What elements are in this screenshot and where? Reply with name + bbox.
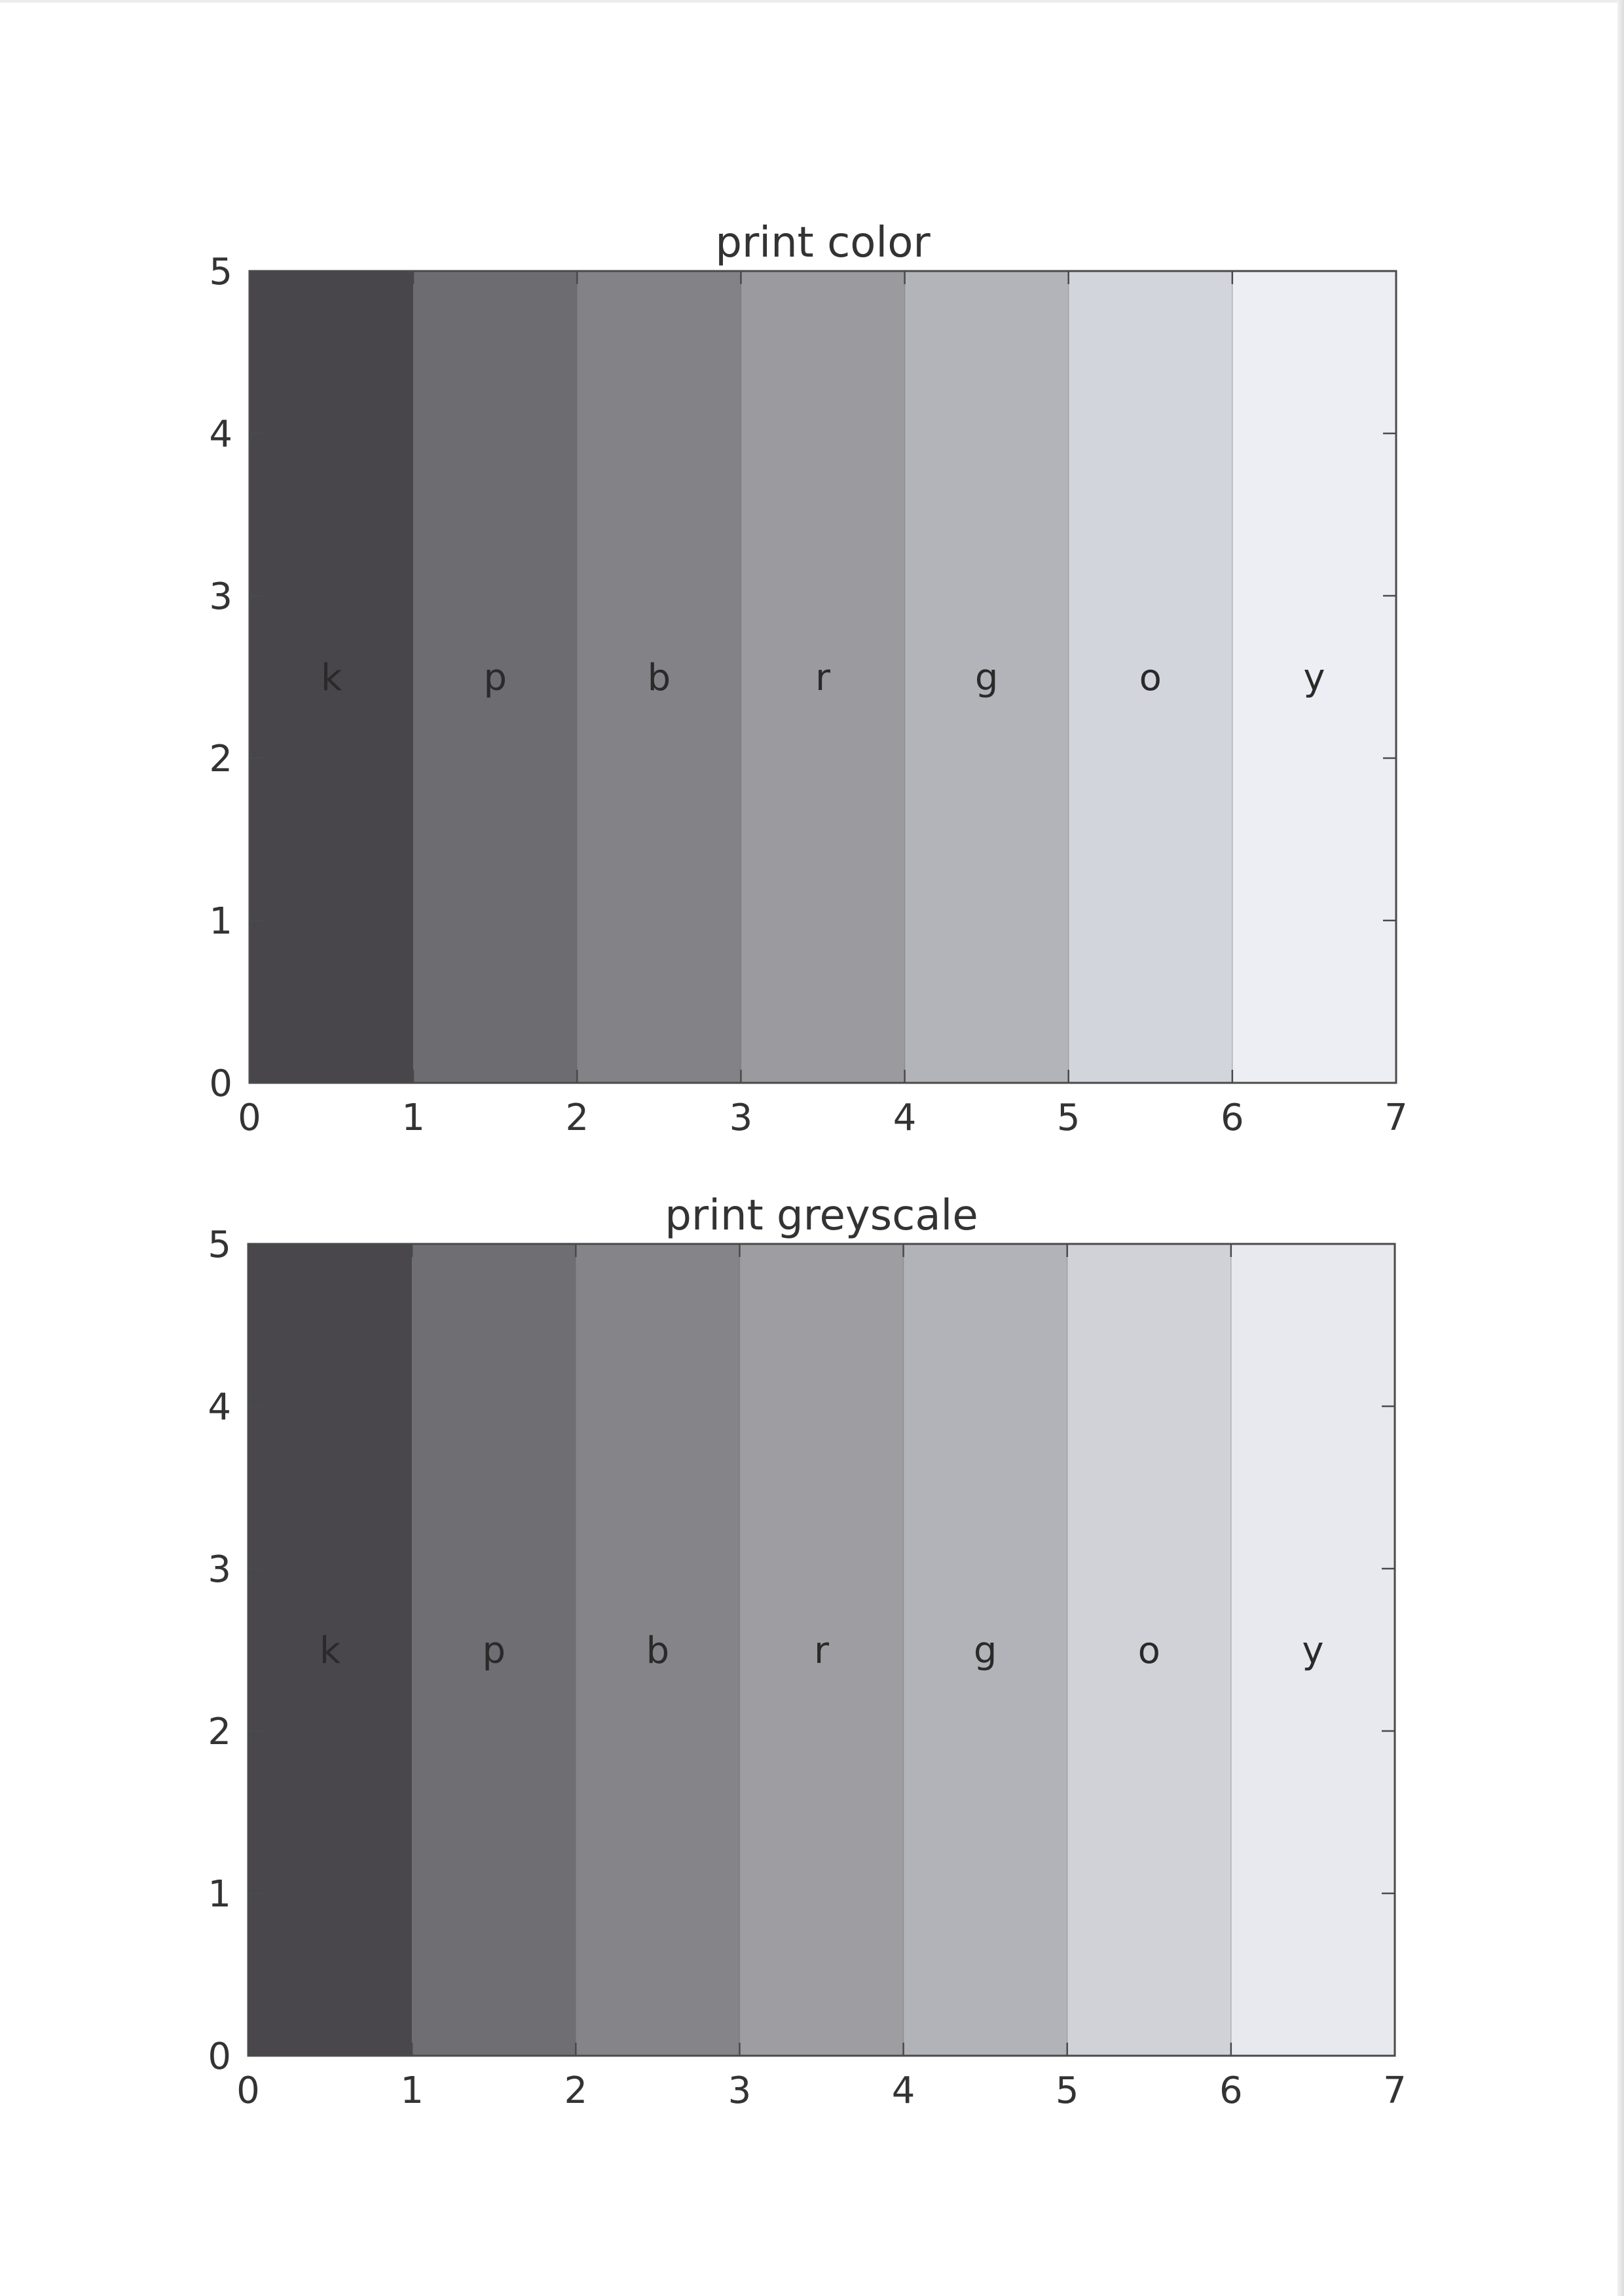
y-tick-label: 4 bbox=[209, 413, 232, 456]
bar-y bbox=[1230, 1244, 1395, 2056]
chart-title: print greyscale bbox=[665, 1192, 978, 1240]
y-tick-label: 0 bbox=[208, 2035, 231, 2078]
x-tick-label: 7 bbox=[1383, 2069, 1407, 2112]
x-tick-label: 3 bbox=[728, 2069, 752, 2112]
bar-b bbox=[576, 1244, 740, 2056]
y-tick-label: 1 bbox=[209, 900, 232, 943]
bar-y bbox=[1232, 271, 1396, 1083]
category-label-k: k bbox=[321, 657, 342, 699]
chart-title: print color bbox=[715, 219, 931, 267]
x-tick-label: 4 bbox=[893, 1097, 917, 1139]
bar-b bbox=[577, 271, 741, 1083]
x-tick-label: 6 bbox=[1219, 2069, 1243, 2112]
category-label-o: o bbox=[1139, 657, 1162, 699]
x-tick-label: 3 bbox=[729, 1097, 753, 1139]
bar-k bbox=[248, 1244, 413, 2056]
y-tick-label: 5 bbox=[209, 251, 232, 293]
category-label-o: o bbox=[1138, 1630, 1160, 1672]
x-tick-label: 6 bbox=[1221, 1097, 1244, 1139]
y-tick-label: 3 bbox=[208, 1548, 231, 1591]
bar-p bbox=[412, 1244, 576, 2056]
category-label-p: p bbox=[482, 1630, 506, 1672]
chart-1: k p b r g o y 0 1 2 3 4 5 6 7 0 1 2 3 4 5 print color bbox=[209, 219, 1407, 1139]
page-right-edge bbox=[1617, 0, 1624, 2296]
y-tick-label: 2 bbox=[208, 1711, 231, 1753]
y-tick-label: 5 bbox=[208, 1224, 231, 1266]
category-label-y: y bbox=[1302, 1630, 1323, 1672]
x-tick-label: 1 bbox=[400, 2069, 424, 2112]
y-tick-label: 1 bbox=[208, 1873, 231, 1916]
x-tick-label: 1 bbox=[401, 1097, 425, 1139]
chart-2: k p b r g o y 0 1 2 3 4 5 6 7 0 1 2 3 4 5 print greyscale bbox=[208, 1192, 1406, 2112]
x-tick-label: 2 bbox=[564, 2069, 587, 2112]
bar-o bbox=[1067, 1244, 1231, 2056]
x-tick-label: 0 bbox=[238, 1097, 261, 1139]
axes-frame bbox=[247, 1243, 1396, 2057]
axes-frame bbox=[248, 270, 1397, 1084]
bar-r bbox=[739, 1244, 904, 2056]
y-tick-label: 4 bbox=[208, 1386, 231, 1429]
category-label-y: y bbox=[1303, 657, 1325, 699]
category-label-p: p bbox=[483, 657, 507, 699]
x-tick-label: 2 bbox=[565, 1097, 589, 1139]
category-label-g: g bbox=[975, 657, 999, 699]
bar-g bbox=[904, 271, 1069, 1083]
category-label-b: b bbox=[648, 657, 671, 699]
category-label-g: g bbox=[974, 1630, 997, 1672]
bar-p bbox=[413, 271, 578, 1083]
x-tick-label: 5 bbox=[1057, 1097, 1080, 1139]
bar-k bbox=[249, 271, 414, 1083]
y-tick-label: 2 bbox=[209, 738, 232, 780]
category-label-r: r bbox=[814, 1630, 830, 1672]
x-tick-label: 0 bbox=[236, 2069, 260, 2112]
category-label-r: r bbox=[815, 657, 831, 699]
x-tick-label: 5 bbox=[1056, 2069, 1079, 2112]
bar-r bbox=[741, 271, 905, 1083]
x-tick-label: 7 bbox=[1384, 1097, 1408, 1139]
y-tick-label: 3 bbox=[209, 575, 232, 618]
bar-g bbox=[903, 1244, 1067, 2056]
y-tick-label: 0 bbox=[209, 1063, 232, 1105]
x-tick-label: 4 bbox=[892, 2069, 915, 2112]
page-top-edge bbox=[0, 0, 1624, 3]
category-label-k: k bbox=[320, 1630, 341, 1672]
bar-o bbox=[1068, 271, 1232, 1083]
category-label-b: b bbox=[646, 1630, 670, 1672]
